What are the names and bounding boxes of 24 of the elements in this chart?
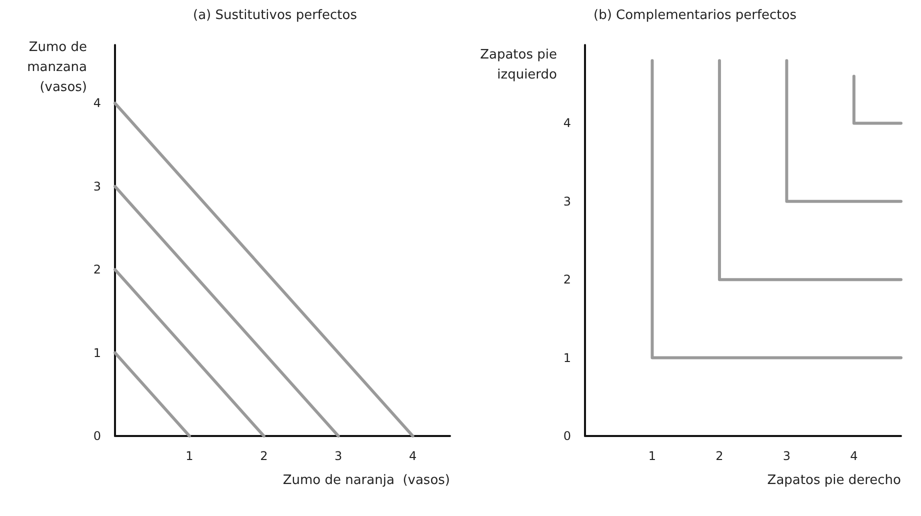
x-tick-label: 2 xyxy=(716,449,724,463)
x-axis-title: Zumo de naranja (vasos) xyxy=(282,473,450,488)
x-tick-label: 1 xyxy=(186,449,194,463)
y-tick-label: 2 xyxy=(563,272,571,287)
chart-title: (a) Sustitutivos perfectos xyxy=(193,8,358,23)
y-tick-label: 2 xyxy=(93,262,101,277)
y-tick-label: 0 xyxy=(563,429,571,443)
x-tick-label: 4 xyxy=(850,449,858,463)
y-tick-label: 3 xyxy=(563,194,571,208)
y-tick-label: 4 xyxy=(563,116,571,130)
y-tick-label: 1 xyxy=(563,350,571,365)
y-tick-label: 3 xyxy=(93,179,101,194)
x-tick-label: 3 xyxy=(334,449,342,463)
x-tick-label: 1 xyxy=(648,449,656,463)
x-tick-label: 4 xyxy=(408,449,417,463)
y-tick-label: 1 xyxy=(93,346,101,360)
x-axis-title: Zapatos pie derecho xyxy=(767,473,902,488)
x-tick-label: 2 xyxy=(260,449,268,463)
y-tick-label: 4 xyxy=(93,96,101,110)
x-tick-label: 3 xyxy=(782,449,791,463)
y-tick-label: 0 xyxy=(93,429,101,443)
y-axis-title: Zumo de manzana (vasos) xyxy=(27,40,87,95)
chart-title: (b) Complementarios perfectos xyxy=(593,8,797,23)
y-axis-title: Zapatos pie izquierdo xyxy=(480,48,558,82)
